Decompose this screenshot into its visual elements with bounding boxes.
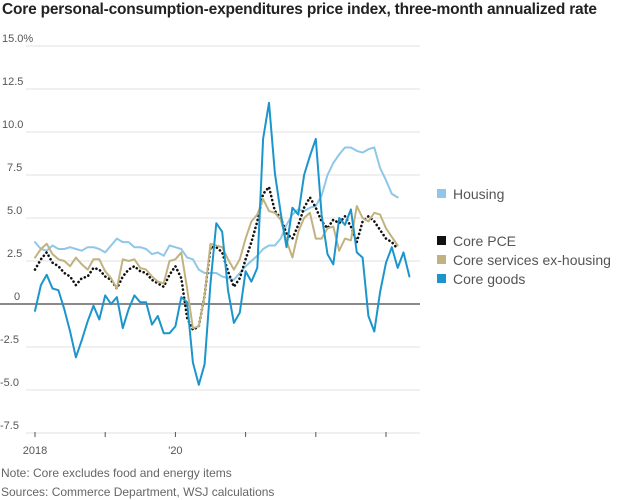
legend-swatch bbox=[437, 255, 446, 264]
legend-label: Core services ex-housing bbox=[453, 252, 611, 268]
y-tick-label: 10.0 bbox=[2, 119, 23, 131]
chart-svg: 15.0% 12.5 10.0 7.5 5.0 2.5 0 -2.5 -5.0 -7.5 2018… bbox=[0, 33, 611, 457]
x-tick-label: '20 bbox=[168, 445, 182, 457]
series-line-housing bbox=[34, 146, 399, 281]
y-tick-label: 15.0% bbox=[2, 33, 33, 45]
legend: Housing Core PCE Core services ex-housing C… bbox=[437, 186, 611, 287]
y-tick-label: 7.5 bbox=[7, 162, 22, 174]
legend-swatch bbox=[437, 274, 446, 283]
chart-sources: Sources: Commerce Department, WSJ calcul… bbox=[1, 485, 275, 499]
y-tick-label: -5.0 bbox=[0, 377, 19, 389]
y-axis-labels: 15.0% 12.5 10.0 7.5 5.0 2.5 0 -2.5 -5.0 -7.5 bbox=[0, 33, 33, 432]
y-tick-label: -2.5 bbox=[0, 334, 19, 346]
y-tick-label: 0 bbox=[14, 291, 20, 303]
x-axis: 2018 '20 bbox=[23, 432, 387, 457]
series-line-core-services-ex-housing bbox=[34, 198, 399, 330]
x-tick-label: 2018 bbox=[23, 445, 47, 457]
series-lines bbox=[33, 101, 411, 386]
y-tick-label: 2.5 bbox=[7, 248, 22, 260]
legend-label: Core PCE bbox=[453, 233, 516, 249]
series-line-core-pce bbox=[33, 185, 400, 332]
legend-swatch bbox=[437, 236, 446, 245]
legend-label: Core goods bbox=[453, 271, 525, 287]
legend-label: Housing bbox=[453, 186, 504, 202]
y-tick-label: -7.5 bbox=[0, 420, 19, 432]
series-line-core-goods bbox=[34, 101, 411, 386]
y-tick-label: 5.0 bbox=[7, 205, 22, 217]
gridlines bbox=[0, 45, 420, 434]
y-tick-label: 12.5 bbox=[2, 76, 23, 88]
chart-title: Core personal-consumption-expenditures p… bbox=[2, 1, 597, 18]
chart-note: Note: Core excludes food and energy item… bbox=[1, 466, 232, 480]
legend-swatch bbox=[437, 189, 446, 198]
